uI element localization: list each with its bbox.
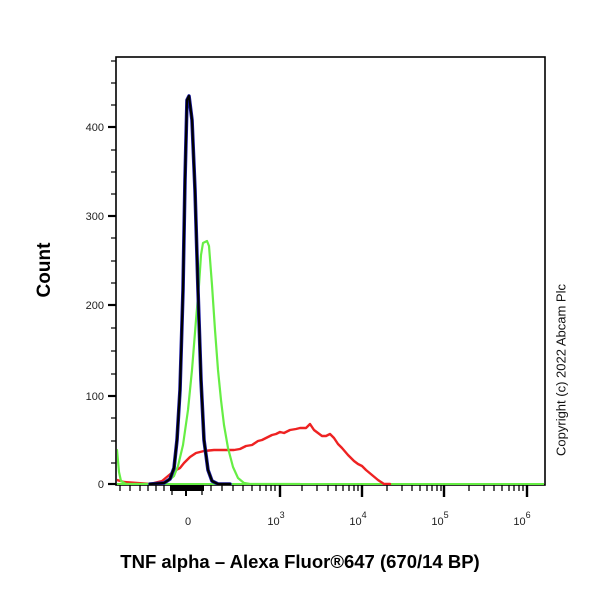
y-tick-label: 200	[86, 300, 104, 312]
x-tick-labels: 0 103 104 105 106	[185, 510, 531, 528]
series-unstained-blue-outline	[148, 94, 232, 485]
y-axis-label: Count	[34, 242, 55, 298]
series-unstained-black	[148, 94, 232, 485]
copyright-notice: Copyright (c) 2022 Abcam Plc	[553, 284, 569, 456]
y-tick-label: 0	[98, 479, 104, 491]
x-tick-label-1e6: 106	[513, 510, 530, 528]
x-axis-label: TNF alpha – Alexa Fluor®647 (670/14 BP)	[120, 551, 480, 572]
y-tick-labels: 0 100 200 300 400	[86, 122, 104, 491]
y-tick-label: 300	[86, 211, 104, 223]
x-tick-label-zero: 0	[185, 516, 191, 528]
series-tnf-alpha-red	[117, 422, 392, 485]
y-axis	[108, 60, 116, 486]
y-tick-label: 100	[86, 391, 104, 403]
x-tick-label-1e5: 105	[431, 510, 448, 528]
plot-frame	[115, 56, 546, 486]
x-tick-label-1e4: 104	[349, 510, 366, 528]
series-isotype-green	[117, 239, 302, 485]
x-tick-label-1e3: 103	[267, 510, 284, 528]
x-axis	[119, 485, 529, 497]
y-tick-label: 400	[86, 122, 104, 134]
